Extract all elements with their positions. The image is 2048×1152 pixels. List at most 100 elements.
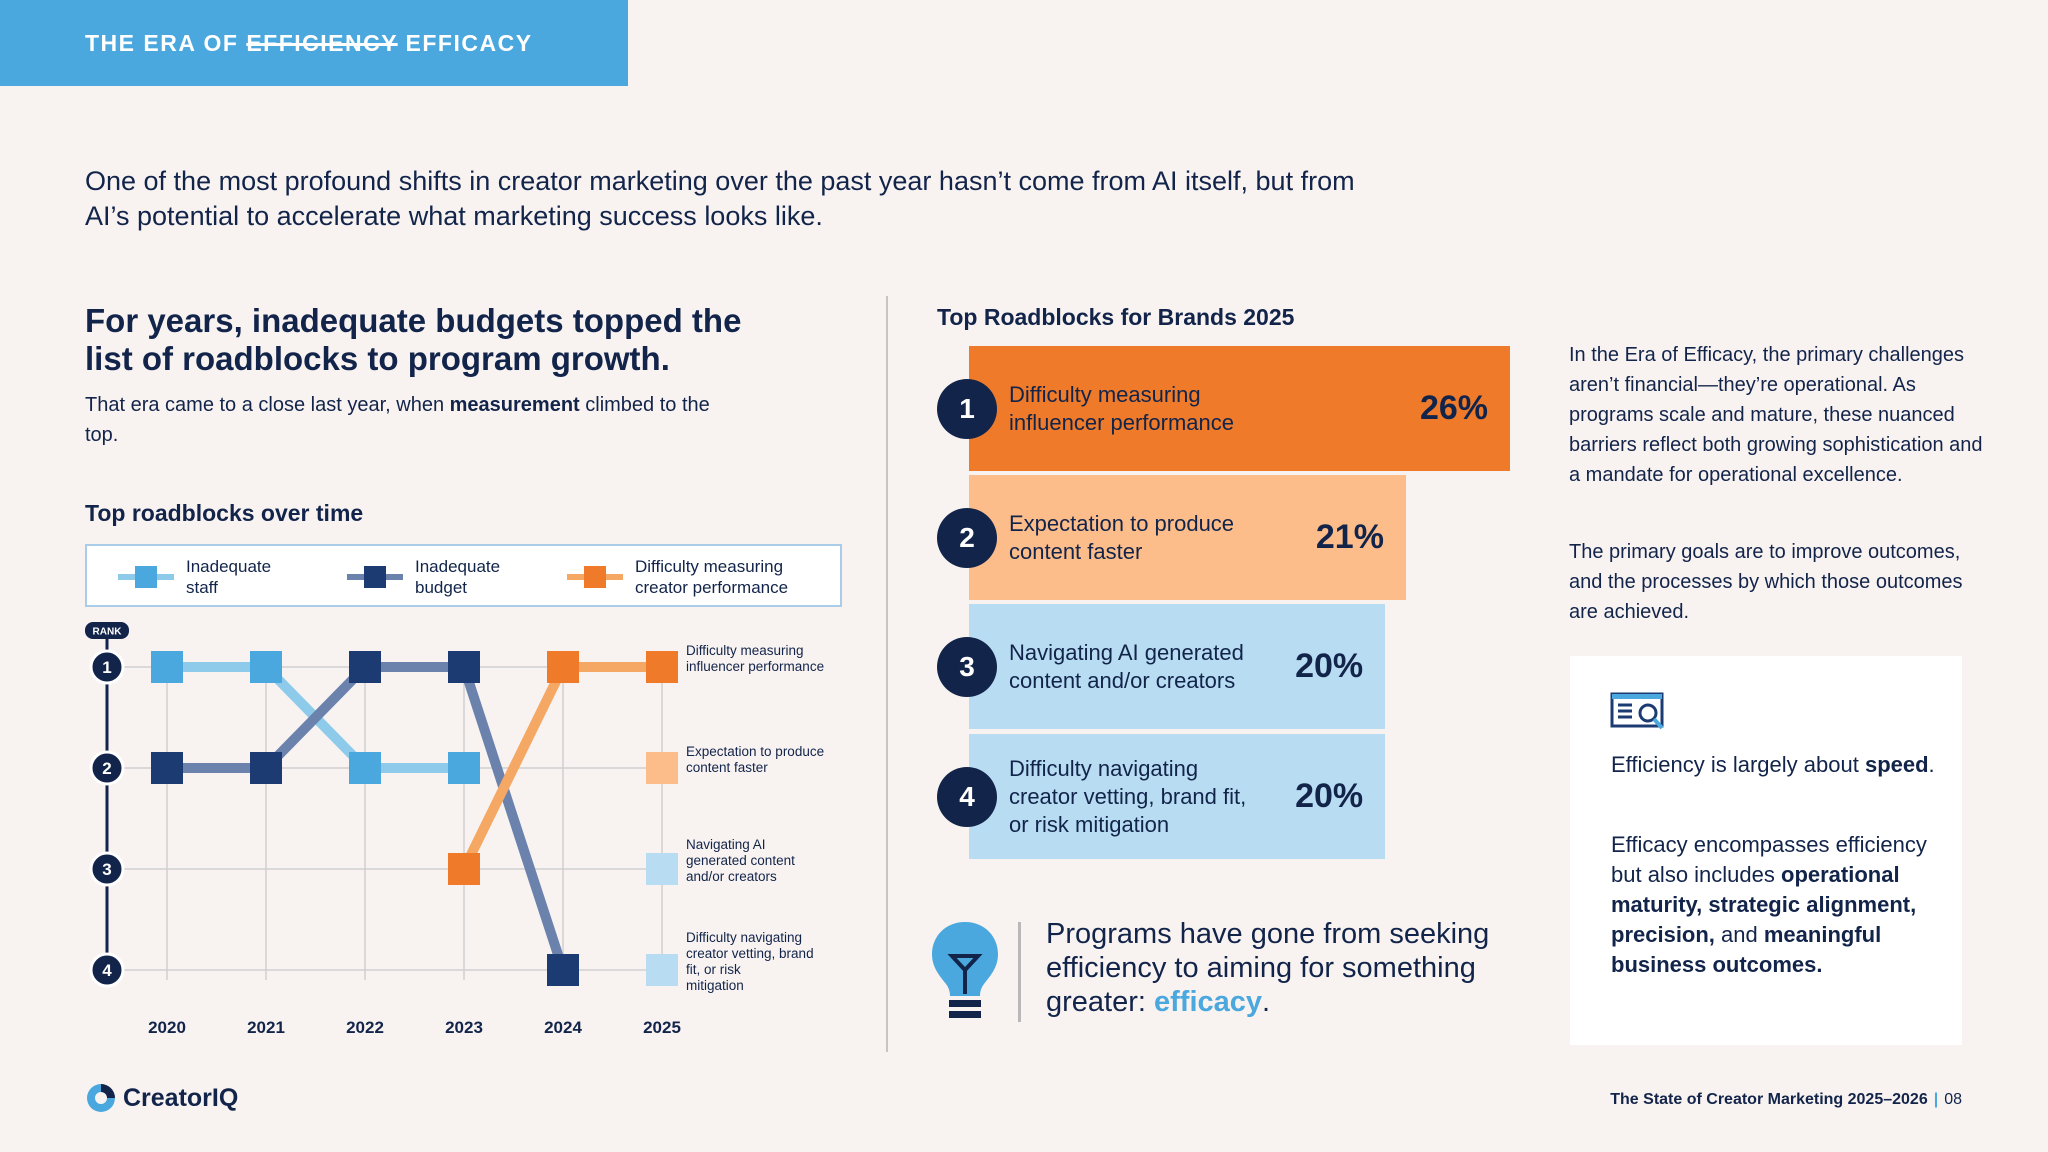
rank-chart-title: Top roadblocks over time <box>85 500 364 526</box>
page-footer: The State of Creator Marketing 2025–2026… <box>1610 1091 1962 1109</box>
roadblock-value-1: 26% <box>1419 388 1488 427</box>
left-subtext-bold: measurement <box>449 394 580 416</box>
data-point <box>151 752 183 784</box>
rank-chart: RANK 1 2 3 4 2020 2021 2022 2023 2024 2025 Difficul… <box>85 622 824 1037</box>
left-subtext-post: climbed to the top. <box>85 394 710 446</box>
end-marker <box>646 853 678 885</box>
end-label-line: creator vetting, brand <box>686 946 814 961</box>
end-label: Navigating AI generated content and/or cre… <box>686 837 795 884</box>
legend-swatch-staff <box>118 566 174 588</box>
rank-tick-label: 2 <box>102 759 111 778</box>
data-point <box>349 651 381 683</box>
roadblock-label-line: content and/or creators <box>1009 667 1236 693</box>
x-tick-label: 2020 <box>148 1018 186 1037</box>
quote-end: . <box>1262 986 1271 1018</box>
data-point <box>448 651 480 683</box>
data-point <box>250 752 282 784</box>
roadblock-label-4: Difficulty navigating creator vetting, br… <box>1009 755 1246 839</box>
roadblock-label-line: Navigating AI generated <box>1009 639 1244 665</box>
data-point <box>349 752 381 784</box>
card-p1-bold: speed <box>1864 752 1929 777</box>
left-subtext: That era came to a close last year, when… <box>85 390 725 450</box>
footer-report-title: The State of Creator Marketing 2025–2026 <box>1610 1091 1928 1108</box>
section-title-prefix: THE ERA OF <box>85 30 239 56</box>
roadblock-bar-2 <box>969 475 1406 600</box>
rank-badge <box>89 649 125 685</box>
x-tick-label: 2023 <box>445 1018 483 1037</box>
side-paragraph-2: The primary goals are to improve outcome… <box>1569 541 1963 623</box>
roadblock-bar-3 <box>969 604 1386 729</box>
x-tick-label: 2025 <box>643 1018 681 1037</box>
roadblock-bar-4 <box>969 734 1386 859</box>
footer-separator: | <box>1933 1091 1939 1108</box>
roadblock-label-line: Expectation to produce <box>1009 510 1235 536</box>
end-label-line: influencer performance <box>686 659 824 674</box>
y-axis-title: RANK <box>93 627 123 638</box>
x-tick-label: 2021 <box>247 1018 285 1037</box>
end-label-line: content faster <box>686 760 768 775</box>
data-point <box>151 651 183 683</box>
end-label-line: generated content <box>686 853 795 868</box>
card-p2-mid: and <box>1714 922 1764 947</box>
roadblock-bar-1 <box>969 346 1510 471</box>
roadblock-label-1: Difficulty measuring influencer performan… <box>1009 381 1234 437</box>
roadblock-value-2: 21% <box>1315 517 1384 556</box>
side-paragraph-1: In the Era of Efficacy, the primary chal… <box>1569 344 1983 486</box>
roadblock-label-line: Difficulty navigating <box>1009 755 1199 781</box>
x-tick-label: 2022 <box>346 1018 384 1037</box>
roadblock-label-line: content faster <box>1009 538 1143 564</box>
card-p2-bold1: operational maturity, strategic alignmen… <box>1611 862 1917 947</box>
rank-tag <box>85 622 129 639</box>
data-point <box>547 954 579 986</box>
end-label: Expectation to produce content faster <box>686 744 824 775</box>
roadblock-label-line: or risk mitigation <box>1009 811 1170 837</box>
end-marker <box>646 752 678 784</box>
end-label: Difficulty navigating creator vetting, br… <box>686 930 814 993</box>
rank-tick-label: 4 <box>102 961 112 980</box>
end-label: Difficulty measuring influencer performan… <box>686 643 824 674</box>
end-label-line: Difficulty measuring <box>686 643 804 658</box>
legend-swatch-measuring <box>567 566 623 588</box>
section-title: THE ERA OF EFFICIENCY EFFICACY <box>85 30 533 57</box>
roadblock-label-2: Expectation to produce content faster <box>1009 510 1234 566</box>
legend-item-measuring: Difficulty measuring creator performance <box>567 556 825 598</box>
rank-badge <box>89 851 125 887</box>
end-label-line: Navigating AI <box>686 837 766 852</box>
end-label-line: mitigation <box>686 978 744 993</box>
quote-highlight: efficacy <box>1154 986 1263 1018</box>
x-tick-label: 2024 <box>544 1018 582 1037</box>
roadblock-rank-badge-4: 4 <box>937 766 997 827</box>
rank-badge <box>89 952 125 988</box>
rank-tick-label: 3 <box>102 860 111 879</box>
roadblock-rank-badge-1: 1 <box>937 378 997 439</box>
page-number: 08 <box>1944 1091 1962 1108</box>
legend-label-staff: Inadequate staff <box>186 557 272 597</box>
data-point <box>448 853 480 885</box>
legend-item-budget: Inadequate budget <box>347 556 525 598</box>
left-heading: For years, inadequate budgets topped the… <box>85 302 742 377</box>
roadblock-label-line: influencer performance <box>1009 409 1235 435</box>
end-label-line: Difficulty navigating <box>686 930 802 945</box>
column-divider <box>886 296 888 1052</box>
intro-paragraph: One of the most profound shifts in creat… <box>85 166 1355 231</box>
quote-rule <box>1018 922 1021 1022</box>
rank-tick-label: 1 <box>102 658 111 677</box>
roadblocks-chart-title: Top Roadblocks for Brands 2025 <box>937 304 1295 330</box>
rank-chart-legend: Inadequate staff Inadequate budget Diffi… <box>85 544 842 607</box>
section-title-replacement-word: EFFICACY <box>405 30 533 56</box>
section-title-struck-word: EFFICIENCY <box>246 30 398 56</box>
quote-text: Programs have gone from seeking efficien… <box>1046 918 1490 1018</box>
card-paragraph-2: Efficacy encompasses efficiency but also… <box>1611 830 1941 980</box>
header-bar <box>0 0 628 86</box>
end-label-line: fit, or risk <box>686 962 741 977</box>
card-p2-pre: Efficacy encompasses efficiency but also… <box>1611 832 1927 887</box>
roadblock-value-3: 20% <box>1295 646 1364 685</box>
card-p1-post: . <box>1928 752 1935 777</box>
data-point <box>448 752 480 784</box>
roadblock-label-line: Difficulty measuring <box>1009 381 1201 407</box>
legend-swatch-budget <box>347 566 403 588</box>
roadblock-label-line: creator vetting, brand fit, <box>1009 783 1247 809</box>
rank-badge <box>89 750 125 786</box>
end-label-line: Expectation to produce <box>686 744 824 759</box>
lightbulb-icon <box>932 922 998 1018</box>
